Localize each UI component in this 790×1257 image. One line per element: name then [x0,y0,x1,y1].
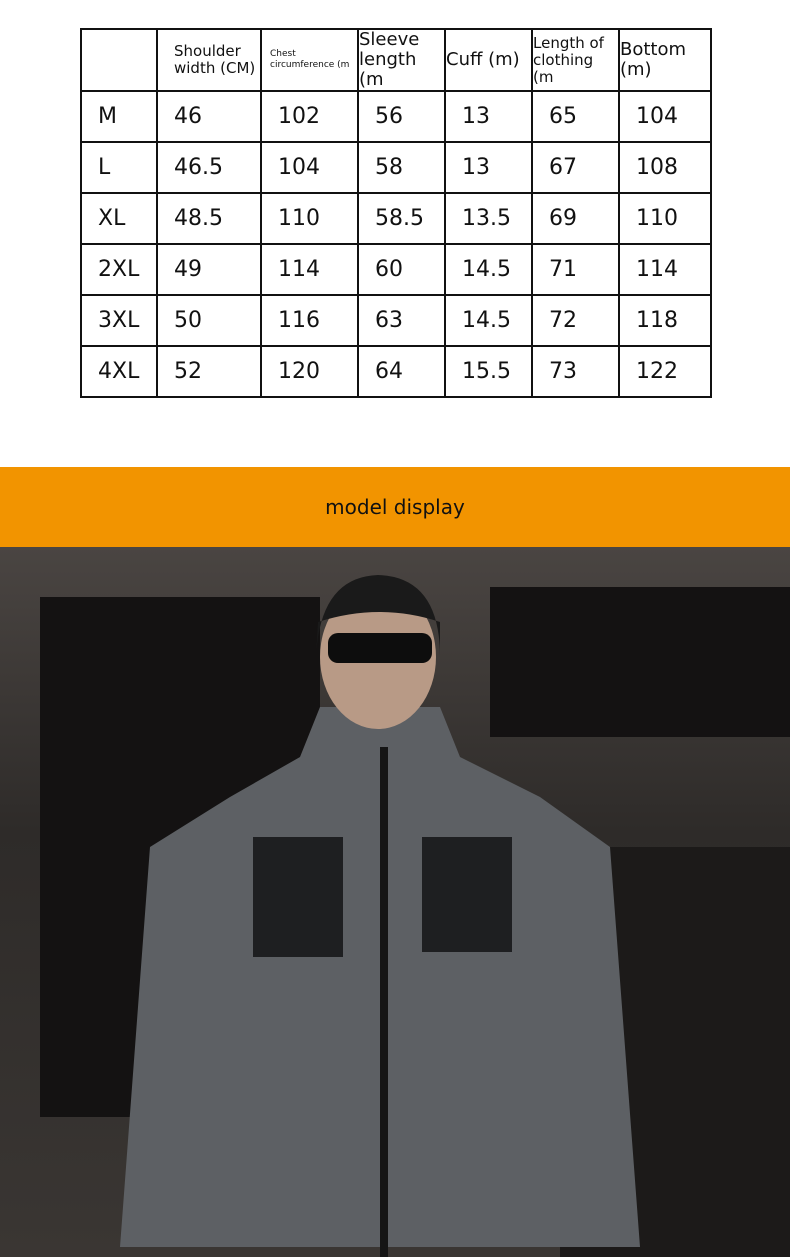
measurement-cell: 64 [357,345,446,398]
measurement-cell: 46.5 [156,141,262,194]
model-photo [0,547,790,1257]
model-figure [120,575,640,1257]
header-cell: Sleeve length (m [357,28,446,92]
measurement-cell: 46 [156,90,262,143]
header-cell [80,28,158,92]
measurement-cell: 69 [531,192,620,245]
measurement-cell: 14.5 [444,243,533,296]
measurement-cell: 104 [260,141,359,194]
measurement-cell: 60 [357,243,446,296]
measurement-cell: 13 [444,141,533,194]
table-row: 3XL 50 116 63 14.5 72 118 [80,294,712,347]
measurement-cell: 102 [260,90,359,143]
measurement-cell: 73 [531,345,620,398]
measurement-cell: 104 [618,90,712,143]
measurement-cell: 120 [260,345,359,398]
measurement-cell: 67 [531,141,620,194]
measurement-cell: 116 [260,294,359,347]
banner-title: model display [325,495,465,519]
measurement-cell: 63 [357,294,446,347]
measurement-cell: 48.5 [156,192,262,245]
measurement-cell: 15.5 [444,345,533,398]
table-row: L 46.5 104 58 13 67 108 [80,141,712,194]
size-label-cell: 2XL [80,243,158,296]
measurement-cell: 114 [260,243,359,296]
table-row: 2XL 49 114 60 14.5 71 114 [80,243,712,296]
table-row: M 46 102 56 13 65 104 [80,90,712,143]
table-header-row: Shoulder width (CM) Chest circumference … [80,28,712,92]
header-cell: Cuff (m) [444,28,533,92]
size-table: Shoulder width (CM) Chest circumference … [80,28,712,398]
measurement-cell: 52 [156,345,262,398]
measurement-cell: 13 [444,90,533,143]
measurement-cell: 56 [357,90,446,143]
size-label-cell: M [80,90,158,143]
measurement-cell: 110 [260,192,359,245]
measurement-cell: 50 [156,294,262,347]
header-cell: Shoulder width (CM) [156,28,262,92]
measurement-cell: 110 [618,192,712,245]
measurement-cell: 122 [618,345,712,398]
model-display-banner: model display [0,467,790,547]
measurement-cell: 114 [618,243,712,296]
measurement-cell: 14.5 [444,294,533,347]
measurement-cell: 58.5 [357,192,446,245]
size-label-cell: 3XL [80,294,158,347]
measurement-cell: 108 [618,141,712,194]
table-row: 4XL 52 120 64 15.5 73 122 [80,345,712,398]
measurement-cell: 65 [531,90,620,143]
measurement-cell: 118 [618,294,712,347]
measurement-cell: 49 [156,243,262,296]
measurement-cell: 72 [531,294,620,347]
size-label-cell: 4XL [80,345,158,398]
size-label-cell: XL [80,192,158,245]
header-cell: Bottom (m) [618,28,712,92]
header-cell: Chest circumference (m [260,28,359,92]
header-cell: Length of clothing (m [531,28,620,92]
size-label-cell: L [80,141,158,194]
measurement-cell: 71 [531,243,620,296]
measurement-cell: 58 [357,141,446,194]
table-row: XL 48.5 110 58.5 13.5 69 110 [80,192,712,245]
measurement-cell: 13.5 [444,192,533,245]
